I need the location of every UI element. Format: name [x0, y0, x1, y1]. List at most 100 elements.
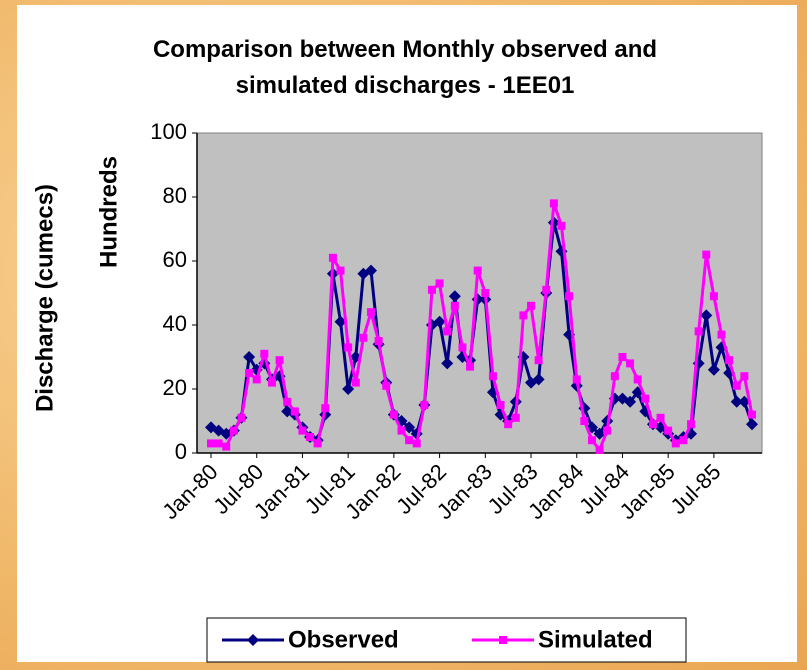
point — [580, 417, 589, 425]
point — [587, 436, 596, 445]
point — [702, 250, 711, 259]
point — [671, 439, 680, 448]
point — [725, 356, 734, 365]
x-tick-label: Jul-85 — [665, 459, 725, 519]
legend-label: Simulated — [538, 626, 653, 653]
x-tick-label: Jan-80 — [157, 459, 222, 524]
point — [441, 357, 454, 370]
point — [488, 372, 497, 381]
point — [306, 433, 315, 441]
point — [374, 337, 383, 345]
point — [717, 330, 726, 339]
y-tick-label: 40 — [163, 311, 187, 336]
point — [427, 285, 436, 294]
point — [412, 439, 421, 448]
point — [511, 413, 520, 422]
point — [389, 410, 398, 419]
point — [351, 378, 360, 387]
point — [626, 359, 635, 368]
point — [542, 285, 551, 294]
point — [732, 381, 741, 390]
point — [433, 315, 446, 328]
point — [458, 343, 467, 352]
point — [247, 634, 259, 646]
point — [603, 426, 612, 435]
y-tick-label: 0 — [175, 439, 187, 464]
point — [267, 378, 276, 387]
point — [450, 301, 459, 310]
point — [243, 351, 256, 363]
point — [466, 362, 475, 371]
point — [633, 375, 642, 384]
point — [403, 421, 416, 434]
point — [679, 436, 688, 445]
point — [214, 439, 223, 448]
point — [405, 436, 414, 445]
point — [298, 426, 307, 435]
legend-box — [206, 617, 687, 663]
point — [252, 375, 261, 384]
point — [367, 308, 376, 317]
point — [694, 327, 703, 336]
point — [740, 372, 749, 381]
point — [504, 420, 513, 429]
point — [321, 404, 330, 413]
y-tick-label: 80 — [163, 183, 187, 208]
point — [496, 401, 505, 409]
point — [593, 427, 606, 440]
point — [283, 397, 292, 406]
point — [336, 266, 345, 275]
y-tick-label: 60 — [163, 247, 187, 272]
point — [365, 264, 378, 277]
point — [481, 289, 490, 297]
point — [420, 401, 429, 409]
point — [656, 413, 665, 422]
point — [687, 420, 696, 429]
chart-title: Comparison between Monthly observed and … — [152, 36, 658, 99]
point — [549, 199, 558, 208]
y-tick-label: 20 — [163, 375, 187, 400]
point — [328, 253, 337, 262]
point — [624, 395, 637, 408]
point — [595, 445, 604, 454]
point — [641, 394, 650, 403]
point — [707, 363, 720, 376]
point — [359, 333, 368, 342]
legend-label: Observed — [288, 626, 399, 653]
point — [275, 356, 284, 365]
point — [344, 343, 353, 352]
point — [557, 221, 566, 230]
point — [473, 266, 482, 275]
point — [397, 426, 406, 435]
point — [334, 315, 347, 328]
point — [519, 311, 528, 320]
point — [746, 418, 758, 431]
point — [313, 439, 322, 448]
plot-area — [196, 132, 763, 454]
point — [730, 395, 743, 408]
point — [207, 439, 215, 448]
point — [534, 356, 543, 365]
point — [565, 292, 574, 301]
point — [382, 381, 391, 390]
point — [435, 279, 444, 288]
point — [664, 426, 673, 435]
point — [237, 413, 246, 422]
point — [222, 442, 231, 451]
y-tick-label: 100 — [150, 119, 187, 144]
point — [572, 375, 581, 384]
point — [443, 327, 452, 336]
point — [245, 369, 254, 377]
point — [700, 309, 713, 322]
point — [260, 349, 269, 358]
y-unit-label: Hundreds — [95, 156, 122, 268]
y-axis-label: Discharge (cumecs) — [31, 184, 58, 412]
point — [499, 636, 507, 644]
point — [448, 290, 461, 303]
point — [709, 292, 718, 301]
point — [229, 426, 238, 435]
point — [618, 353, 627, 361]
point — [527, 301, 536, 310]
